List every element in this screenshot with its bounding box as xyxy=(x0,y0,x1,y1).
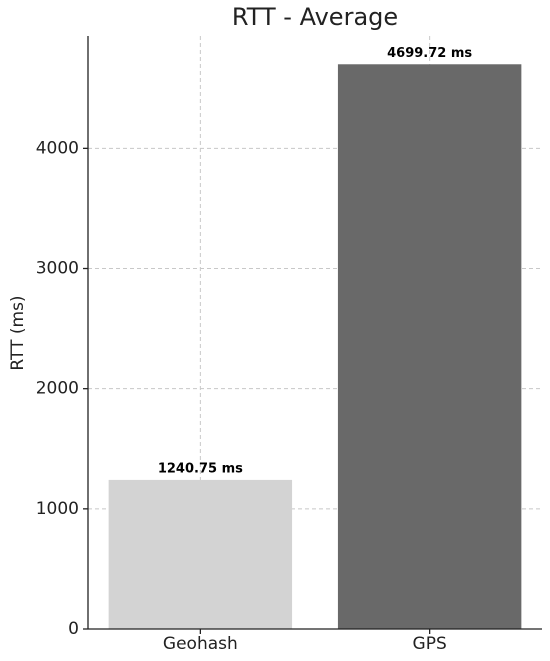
y-tick-label: 0 xyxy=(68,619,79,639)
y-tick-label: 4000 xyxy=(36,138,79,158)
value-label: 4699.72 ms xyxy=(387,46,472,61)
y-tick-label: 2000 xyxy=(36,379,79,399)
x-tick-label: Geohash xyxy=(163,634,238,654)
bar xyxy=(108,479,293,629)
y-axis-label: RTT (ms) xyxy=(8,295,28,370)
chart-title: RTT - Average xyxy=(232,3,398,31)
y-tick-label: 3000 xyxy=(36,259,79,279)
bar xyxy=(337,64,522,630)
value-label: 1240.75 ms xyxy=(158,461,243,476)
x-tick-label: GPS xyxy=(413,634,447,654)
y-tick-label: 1000 xyxy=(36,499,79,519)
